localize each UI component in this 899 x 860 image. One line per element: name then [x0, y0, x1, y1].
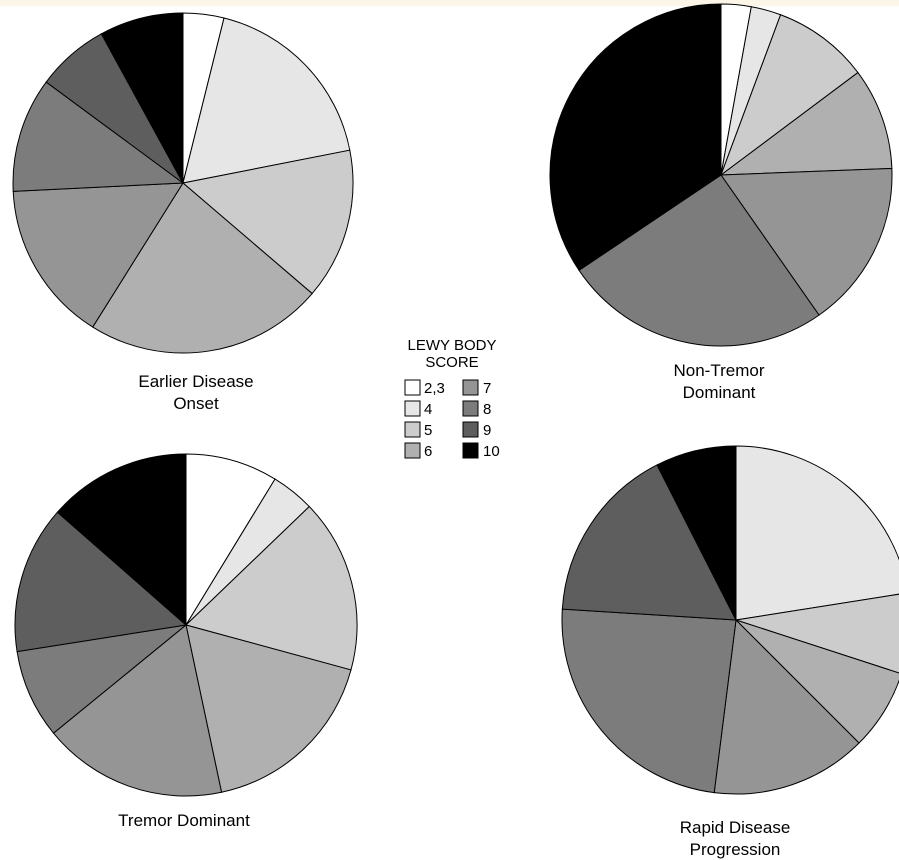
pie-chart-non-tremor-dominant [549, 3, 893, 347]
legend-title-line2: SCORE [425, 354, 478, 371]
pie-1-slice-5 [719, 14, 859, 177]
pie-2-slice-7 [52, 624, 223, 797]
pie-chart-rapid-disease-progression [561, 445, 899, 795]
pie-3-slice-9 [561, 464, 737, 621]
pie-3-slice-10 [656, 445, 737, 621]
pie-chart-tremor-dominant [14, 453, 358, 797]
legend-swatch-4 [404, 400, 421, 417]
pie-3-slice-5 [735, 593, 899, 674]
legend-label-9: 9 [483, 422, 491, 439]
legend-swatch-7 [462, 379, 479, 396]
legend-swatch-6 [404, 442, 421, 459]
legend-swatch-10 [462, 442, 479, 459]
legend-swatch-5 [404, 421, 421, 438]
legend-swatch-2-3 [404, 379, 421, 396]
pie-2-slice-10 [56, 453, 187, 627]
pie-0-slice-10 [100, 12, 184, 184]
pie-title-nontremor-line1: Non-Tremor [674, 361, 765, 380]
legend-title-line1: LEWY BODY [408, 337, 497, 354]
pie-0-slice-4 [182, 17, 351, 184]
pie-1-slice-6 [719, 71, 893, 176]
legend-label-4: 4 [424, 401, 432, 418]
legend-label-7: 7 [483, 380, 491, 397]
pie-chart-earlier-disease-onset [12, 12, 354, 354]
pie-title-rapid-line1: Rapid Disease [680, 818, 791, 837]
pie-3-slice-7 [713, 618, 860, 795]
pie-title-earlier-line1: Earlier Disease [138, 372, 253, 391]
pie-3-slice-4 [735, 445, 899, 621]
pie-0-slice-6 [92, 182, 313, 354]
pie-3-slice-8 [561, 608, 737, 794]
pie-0-slice-7 [12, 182, 184, 328]
legend-label-2-3: 2,3 [424, 380, 445, 397]
pie-title-tremor: Tremor Dominant [118, 811, 250, 830]
pie-2-slice-9 [14, 511, 188, 653]
pie-title-rapid-line2: Progression [690, 840, 781, 859]
pie-0-slice-5 [181, 149, 354, 295]
pie-0-slice-8 [12, 81, 185, 192]
pie-1-slice-8 [578, 174, 820, 347]
pie-2-slice-6 [185, 624, 352, 793]
pie-2-slice-5 [185, 505, 358, 671]
legend-label-8: 8 [483, 401, 491, 418]
legend-label-5: 5 [424, 422, 432, 439]
legend-swatch-8 [462, 400, 479, 417]
pie-title-earlier-line2: Onset [173, 394, 219, 413]
pie-1-slice-10 [549, 3, 722, 272]
legend-label-6: 6 [424, 443, 432, 460]
legend-label-10: 10 [483, 443, 500, 460]
pie-2-slice-8 [16, 624, 188, 734]
top-strip [0, 0, 899, 6]
pie-2-slice-2-3 [185, 453, 276, 627]
pie-title-nontremor-line2: Dominant [683, 383, 756, 402]
pie-1-slice-7 [720, 167, 893, 316]
legend-swatch-9 [462, 421, 479, 438]
legend: LEWY BODY SCORE 2,3 4 5 6 7 8 9 10 [404, 337, 500, 460]
